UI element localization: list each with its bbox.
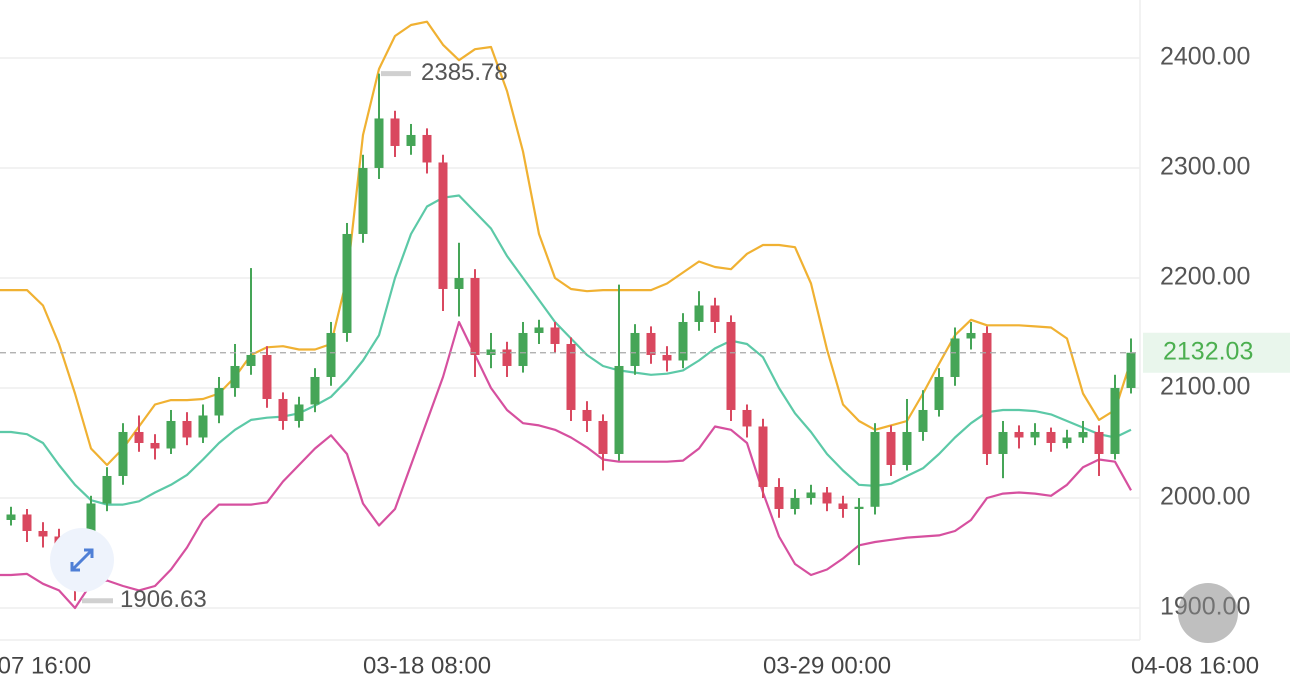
candle-body	[534, 327, 544, 333]
candle-body	[310, 376, 320, 405]
candle-body	[1046, 431, 1056, 443]
candle-body	[438, 162, 448, 289]
candle-body	[934, 376, 944, 410]
candle-body	[406, 134, 416, 146]
candle-body	[998, 431, 1008, 454]
candle-body	[294, 404, 304, 421]
candle-body	[966, 332, 976, 339]
candle-body	[1078, 431, 1088, 438]
candle-body	[550, 327, 560, 344]
candle-body	[950, 338, 960, 377]
candle-body	[326, 332, 336, 377]
candle-body	[886, 431, 896, 465]
candle-body	[134, 431, 144, 443]
candle-body	[470, 277, 480, 355]
y-tick-label: 2400.00	[1160, 43, 1250, 71]
y-tick-label: 2000.00	[1160, 483, 1250, 511]
x-tick-label: 03-18 08:00	[363, 652, 491, 679]
candle-body	[502, 349, 512, 366]
last-price-label: 2132.03	[1163, 337, 1253, 365]
candle-body	[22, 514, 32, 531]
candle-body	[758, 426, 768, 487]
candle-body	[358, 167, 368, 234]
candle-body	[262, 354, 272, 399]
candle-body	[422, 134, 432, 163]
candle-body	[806, 492, 816, 498]
candle-body	[822, 492, 832, 504]
candle-body	[1126, 352, 1136, 388]
candle-body	[342, 233, 352, 333]
low-label: 1906.63	[120, 586, 207, 613]
candle-body	[582, 409, 592, 421]
candle-body	[102, 475, 112, 504]
candle-body	[1030, 431, 1040, 438]
candle-body	[230, 365, 240, 388]
candle-body	[646, 332, 656, 355]
candle-body	[710, 305, 720, 322]
candle-body	[870, 431, 880, 507]
candle-body	[150, 442, 160, 449]
y-tick-label: 2200.00	[1160, 263, 1250, 291]
x-tick-label: 03-07 16:00	[0, 652, 91, 679]
candle-body	[6, 514, 16, 520]
candle-body	[118, 431, 128, 476]
candle-body	[774, 486, 784, 509]
candle-body	[166, 420, 176, 449]
x-tick-label: 04-08 16:00	[1131, 652, 1259, 679]
candle-body	[246, 354, 256, 366]
candle-body	[982, 332, 992, 454]
candle-body	[1062, 437, 1072, 443]
candle-body	[1094, 431, 1104, 454]
candle-body	[598, 420, 608, 454]
y-tick-label: 2100.00	[1160, 373, 1250, 401]
grid	[0, 57, 1140, 609]
candle-body	[198, 415, 208, 438]
candle-body	[390, 118, 400, 146]
axes: 1900.002000.002100.002200.002300.002400.…	[0, 43, 1290, 679]
candle-body	[742, 409, 752, 427]
candle-body	[518, 332, 528, 366]
candle-body	[726, 321, 736, 410]
candle-body	[790, 497, 800, 509]
last-price-bg	[1143, 332, 1290, 373]
candle-body	[1110, 387, 1120, 454]
zoom-icon[interactable]	[70, 548, 94, 572]
logo-watermark	[1178, 583, 1238, 643]
candle-body	[918, 409, 928, 432]
candle-body	[1014, 431, 1024, 438]
candle-body	[566, 343, 576, 410]
candle-body	[214, 387, 224, 416]
high-label: 2385.78	[421, 59, 508, 86]
band-line	[0, 320, 1132, 610]
candle-body	[662, 354, 672, 361]
candle-body	[374, 118, 384, 168]
candle-body	[614, 365, 624, 454]
candle-body	[38, 530, 48, 537]
candle-body	[854, 506, 864, 509]
candle-body	[454, 277, 464, 289]
x-tick-label: 03-29 00:00	[763, 652, 891, 679]
candle-body	[838, 503, 848, 509]
candle-body	[678, 321, 688, 361]
candle-body	[630, 332, 640, 366]
candle-body	[182, 420, 192, 438]
band-line	[0, 20, 1133, 467]
band-line	[0, 194, 1132, 506]
candle-body	[902, 431, 912, 465]
y-tick-label: 2300.00	[1160, 153, 1250, 181]
candle-body	[278, 398, 288, 421]
candle-body	[694, 305, 704, 322]
